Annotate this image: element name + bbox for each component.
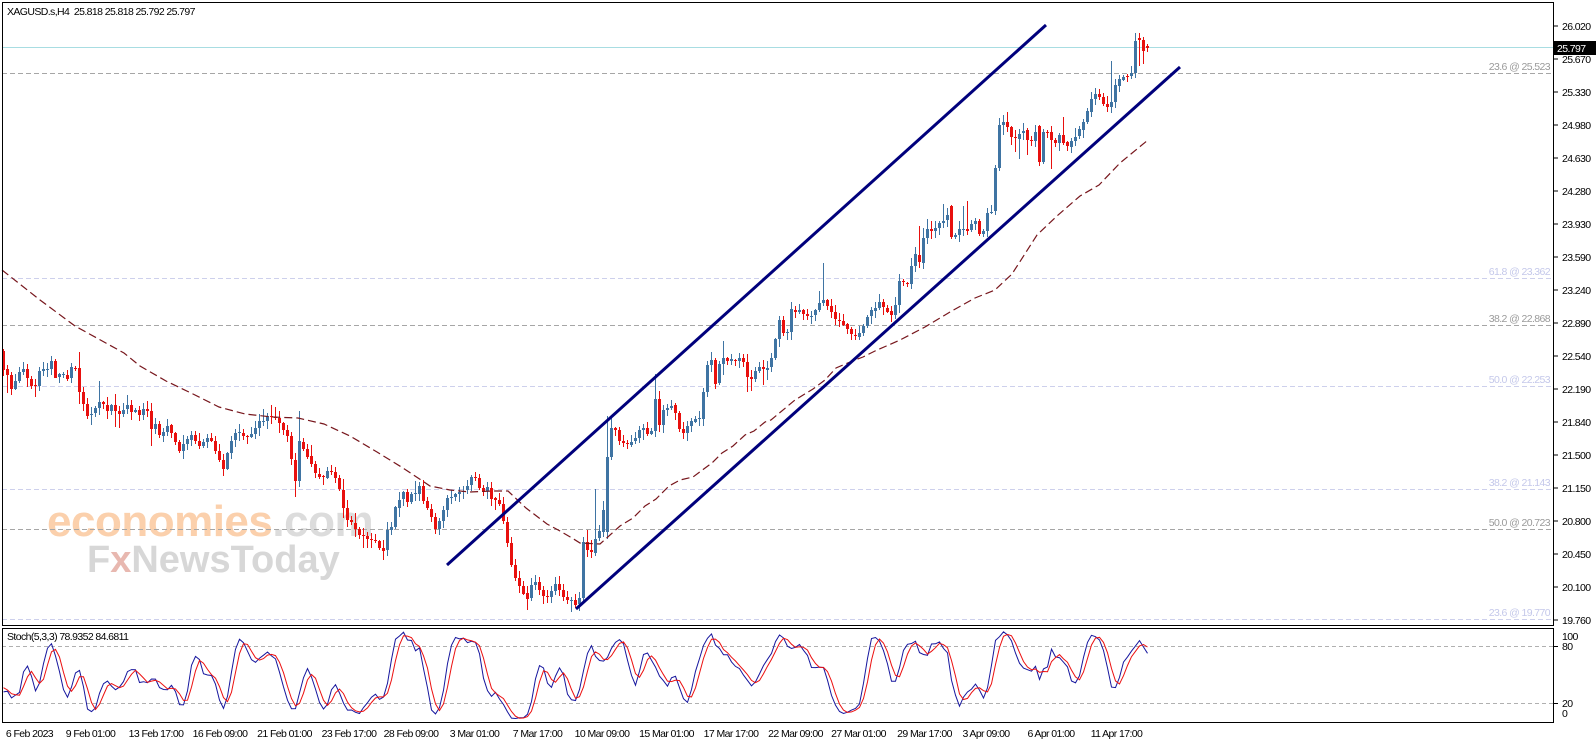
svg-text:22.540: 22.540 [1562, 351, 1591, 363]
svg-text:XAGUSD.s,H4 25.818 25.818 25.: XAGUSD.s,H4 25.818 25.818 25.792 25.797 [7, 6, 196, 18]
svg-text:16 Feb 09:00: 16 Feb 09:00 [193, 728, 248, 740]
svg-text:24.980: 24.980 [1562, 120, 1591, 132]
svg-text:FxNewsToday: FxNewsToday [87, 539, 340, 581]
svg-text:21.500: 21.500 [1562, 450, 1591, 462]
svg-text:23.6 @ 19.770: 23.6 @ 19.770 [1489, 607, 1551, 619]
svg-text:24.280: 24.280 [1562, 186, 1591, 198]
svg-text:economies.com: economies.com [47, 497, 373, 546]
svg-text:3 Mar 01:00: 3 Mar 01:00 [450, 728, 500, 740]
svg-text:23.6 @ 25.523: 23.6 @ 25.523 [1489, 61, 1551, 73]
svg-text:61.8 @ 23.362: 61.8 @ 23.362 [1489, 266, 1551, 278]
svg-text:80: 80 [1562, 641, 1573, 653]
svg-text:21.150: 21.150 [1562, 483, 1591, 495]
svg-text:20: 20 [1562, 698, 1573, 710]
svg-text:6 Feb 2023: 6 Feb 2023 [6, 728, 54, 740]
svg-text:28 Feb 09:00: 28 Feb 09:00 [384, 728, 439, 740]
svg-text:24.630: 24.630 [1562, 153, 1591, 165]
svg-text:38.2 @ 21.143: 38.2 @ 21.143 [1489, 477, 1551, 489]
svg-text:23 Feb 17:00: 23 Feb 17:00 [322, 728, 377, 740]
svg-text:100: 100 [1562, 631, 1578, 643]
svg-text:20.450: 20.450 [1562, 549, 1591, 561]
svg-text:23.590: 23.590 [1562, 252, 1591, 264]
svg-text:0: 0 [1562, 708, 1568, 720]
svg-text:22.190: 22.190 [1562, 384, 1591, 396]
svg-text:3 Apr 09:00: 3 Apr 09:00 [962, 728, 1010, 740]
svg-text:17 Mar 17:00: 17 Mar 17:00 [704, 728, 759, 740]
svg-text:21 Feb 01:00: 21 Feb 01:00 [257, 728, 312, 740]
svg-text:15 Mar 01:00: 15 Mar 01:00 [639, 728, 694, 740]
svg-text:38.2 @ 22.868: 38.2 @ 22.868 [1489, 313, 1551, 325]
svg-text:Stoch(5,3,3) 78.9352 84.6811: Stoch(5,3,3) 78.9352 84.6811 [7, 631, 129, 643]
svg-text:21.840: 21.840 [1562, 417, 1591, 429]
svg-text:29 Mar 17:00: 29 Mar 17:00 [897, 728, 952, 740]
svg-text:27 Mar 01:00: 27 Mar 01:00 [831, 728, 886, 740]
svg-text:22.890: 22.890 [1562, 318, 1591, 330]
svg-text:50.0 @ 22.253: 50.0 @ 22.253 [1489, 374, 1551, 386]
svg-text:23.240: 23.240 [1562, 285, 1591, 297]
svg-text:19.760: 19.760 [1562, 615, 1591, 627]
svg-text:50.0 @ 20.723: 50.0 @ 20.723 [1489, 517, 1551, 529]
svg-text:22 Mar 09:00: 22 Mar 09:00 [768, 728, 823, 740]
svg-text:25.330: 25.330 [1562, 87, 1591, 99]
svg-text:25.670: 25.670 [1562, 54, 1591, 66]
svg-text:20.100: 20.100 [1562, 582, 1591, 594]
svg-text:7 Mar 17:00: 7 Mar 17:00 [513, 728, 563, 740]
svg-text:20.800: 20.800 [1562, 516, 1591, 528]
svg-text:9 Feb 01:00: 9 Feb 01:00 [66, 728, 116, 740]
svg-text:10 Mar 09:00: 10 Mar 09:00 [575, 728, 630, 740]
svg-text:6 Apr 01:00: 6 Apr 01:00 [1027, 728, 1075, 740]
svg-text:26.020: 26.020 [1562, 21, 1591, 33]
svg-text:23.930: 23.930 [1562, 219, 1591, 231]
svg-text:13 Feb 17:00: 13 Feb 17:00 [129, 728, 184, 740]
svg-text:25.797: 25.797 [1557, 43, 1586, 55]
svg-text:11 Apr 17:00: 11 Apr 17:00 [1091, 728, 1143, 740]
